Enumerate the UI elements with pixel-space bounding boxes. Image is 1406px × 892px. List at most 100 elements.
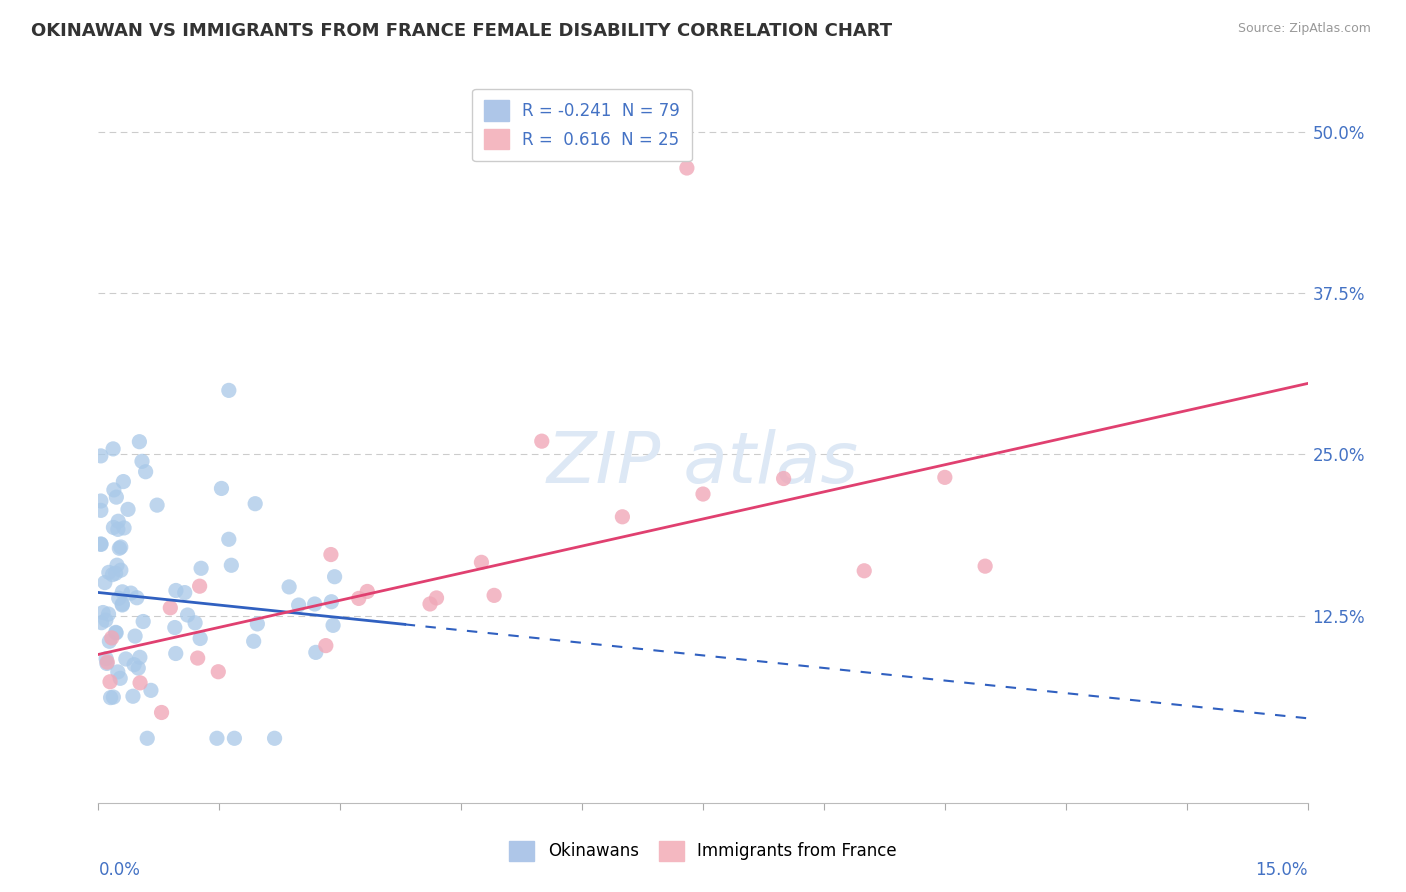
Text: ZIP atlas: ZIP atlas xyxy=(547,429,859,498)
Point xyxy=(122,657,145,672)
Point xyxy=(165,583,187,598)
Point xyxy=(94,613,117,627)
Point xyxy=(347,591,370,606)
Point xyxy=(90,494,112,508)
Point xyxy=(90,537,112,551)
Point xyxy=(114,652,136,666)
Point xyxy=(692,487,714,501)
Point xyxy=(90,615,112,630)
Point xyxy=(530,434,553,449)
Point xyxy=(107,591,129,606)
Point xyxy=(207,665,229,679)
Point xyxy=(321,595,343,609)
Point xyxy=(103,520,125,534)
Point xyxy=(100,631,122,645)
Point xyxy=(131,454,153,468)
Point xyxy=(139,683,162,698)
Point xyxy=(104,625,127,640)
Point xyxy=(112,475,135,489)
Point xyxy=(101,567,124,582)
Point xyxy=(304,597,326,611)
Point xyxy=(263,731,285,746)
Point xyxy=(242,634,264,648)
Point xyxy=(470,555,492,569)
Point xyxy=(287,598,309,612)
Point xyxy=(122,690,145,704)
Point xyxy=(96,657,118,671)
Point xyxy=(146,498,169,512)
Point xyxy=(128,434,150,449)
Point xyxy=(111,597,134,611)
Point xyxy=(243,497,266,511)
Point xyxy=(159,600,181,615)
Point xyxy=(105,490,128,504)
Point xyxy=(128,650,150,665)
Point xyxy=(111,598,134,612)
Legend: Okinawans, Immigrants from France: Okinawans, Immigrants from France xyxy=(503,834,903,868)
Point xyxy=(218,533,240,547)
Text: 0.0%: 0.0% xyxy=(98,861,141,879)
Point xyxy=(103,483,125,497)
Point xyxy=(98,674,121,689)
Point xyxy=(90,537,112,551)
Point xyxy=(934,470,956,484)
Point xyxy=(112,521,135,535)
Point xyxy=(91,606,114,620)
Point xyxy=(107,514,129,528)
Point xyxy=(90,449,112,463)
Point xyxy=(419,597,441,611)
Point xyxy=(125,591,148,605)
Point xyxy=(97,566,120,580)
Point xyxy=(211,482,233,496)
Point xyxy=(974,559,997,574)
Point xyxy=(100,690,122,705)
Point xyxy=(612,509,634,524)
Point xyxy=(218,384,240,398)
Point xyxy=(176,607,198,622)
Point xyxy=(315,639,337,653)
Point xyxy=(108,541,131,556)
Point xyxy=(205,731,228,746)
Point xyxy=(135,465,157,479)
Point xyxy=(188,579,211,593)
Point xyxy=(150,706,173,720)
Point xyxy=(173,585,195,599)
Point xyxy=(120,586,142,600)
Point xyxy=(107,665,129,679)
Text: Source: ZipAtlas.com: Source: ZipAtlas.com xyxy=(1237,22,1371,36)
Point xyxy=(136,731,159,746)
Point xyxy=(482,588,505,602)
Point xyxy=(356,584,378,599)
Point xyxy=(97,607,120,621)
Point xyxy=(104,566,127,581)
Point xyxy=(108,671,131,685)
Point xyxy=(319,548,342,562)
Point xyxy=(165,647,187,661)
Point xyxy=(188,632,211,646)
Point xyxy=(425,591,447,605)
Point xyxy=(246,616,269,631)
Point xyxy=(322,618,344,632)
Point xyxy=(110,563,132,577)
Point xyxy=(132,615,155,629)
Point xyxy=(305,645,328,659)
Point xyxy=(127,661,149,675)
Point xyxy=(184,615,207,630)
Point xyxy=(221,558,243,573)
Point xyxy=(101,442,124,456)
Point xyxy=(190,561,212,575)
Point xyxy=(107,522,129,536)
Point xyxy=(117,502,139,516)
Point xyxy=(187,651,209,665)
Point xyxy=(278,580,301,594)
Text: OKINAWAN VS IMMIGRANTS FROM FRANCE FEMALE DISABILITY CORRELATION CHART: OKINAWAN VS IMMIGRANTS FROM FRANCE FEMAL… xyxy=(31,22,891,40)
Point xyxy=(676,161,699,175)
Point xyxy=(323,570,346,584)
Point xyxy=(163,621,186,635)
Point xyxy=(853,564,876,578)
Point xyxy=(105,558,128,573)
Point xyxy=(90,503,112,517)
Point xyxy=(772,471,794,485)
Point xyxy=(105,625,128,640)
Text: 15.0%: 15.0% xyxy=(1256,861,1308,879)
